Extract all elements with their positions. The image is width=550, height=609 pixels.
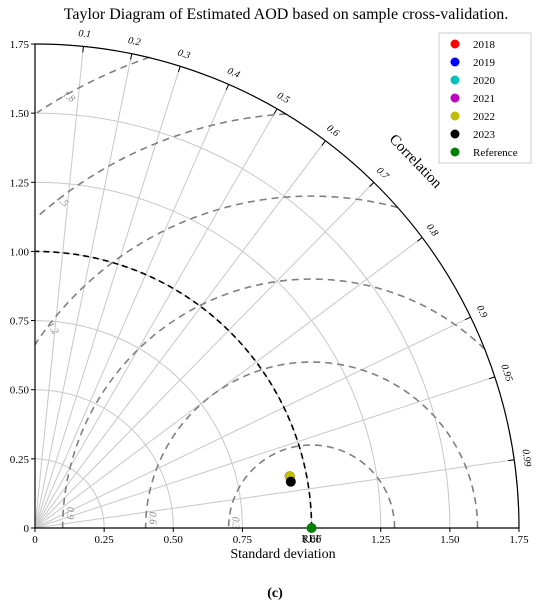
corr-grid-line-0 — [34, 46, 84, 529]
x-tick-label-0: 0 — [32, 534, 38, 546]
std-grid-arc-2 — [34, 389, 174, 529]
x-tick-label-7: 1.75 — [509, 534, 529, 546]
corr-tick-label-5: 0.6 — [324, 123, 341, 139]
rms-contour-2 — [61, 278, 486, 529]
rms-contour-3 — [34, 195, 398, 346]
corr-tick-mark-0 — [82, 46, 84, 53]
corr-grid-line-3 — [34, 84, 230, 529]
rms-label-5: 1.8 — [60, 89, 76, 105]
legend-label-2019: 2019 — [473, 57, 496, 69]
legend-label-2018: 2018 — [473, 39, 496, 51]
rms-contour-0 — [227, 444, 396, 528]
rms-label-4: 1.5 — [54, 193, 71, 210]
x-tick-label-2: 0.50 — [164, 534, 184, 546]
y-tick-label-7: 1.75 — [10, 39, 30, 51]
ref-label: REF — [301, 533, 321, 545]
corr-grid-line-7 — [34, 237, 423, 529]
legend-marker-2022 — [450, 111, 460, 121]
corr-tick-label-4: 0.5 — [275, 90, 291, 106]
corr-grid-line-10 — [34, 459, 515, 529]
y-tick-label-1: 0.25 — [10, 454, 30, 466]
legend-marker-2019 — [450, 57, 460, 67]
y-tick-label-4: 1.00 — [10, 246, 30, 258]
corr-grid-line-9 — [34, 376, 495, 529]
std-grid-arc-5 — [34, 181, 382, 529]
corr-tick-mark-2 — [177, 66, 181, 73]
x-tick-label-3: 0.75 — [233, 534, 253, 546]
legend: 2018 2019 2020 2021 2022 2023 Reference — [438, 32, 532, 164]
figure-caption: (c) — [267, 586, 283, 601]
x-axis-label: Standard deviation — [230, 547, 335, 562]
x-tick-label-5: 1.25 — [371, 534, 391, 546]
rms-label-0: 0.3 — [229, 517, 240, 530]
legend-label-2021: 2021 — [473, 93, 495, 105]
correlation-axis-label: Correlation — [386, 131, 445, 192]
y-tick-label-6: 1.50 — [10, 108, 30, 120]
corr-tick-mark-1 — [130, 53, 133, 60]
rms-contour-5 — [36, 56, 150, 114]
legend-marker-2023 — [450, 129, 460, 139]
legend-marker-2020 — [450, 75, 460, 85]
corr-tick-mark-8 — [464, 316, 471, 321]
corr-grid-line-5 — [34, 140, 326, 529]
y-tick-label-3: 0.75 — [10, 316, 30, 328]
y-tick-label-0: 0 — [24, 523, 30, 535]
legend-marker-2018 — [450, 39, 460, 49]
corr-grid-line-2 — [34, 66, 181, 529]
rms-contour-1 — [144, 361, 479, 528]
corr-tick-label-8: 0.9 — [474, 304, 489, 320]
x-tick-label-4: 1.00 — [302, 534, 322, 546]
legend-label-2023: 2023 — [473, 129, 496, 141]
std-grid-arc-3 — [34, 320, 243, 529]
std-grid-arc-6 — [34, 112, 451, 529]
legend-marker-2021 — [450, 93, 460, 103]
chart-title: Taylor Diagram of Estimated AOD based on… — [64, 6, 509, 23]
rms-label-1: 0.6 — [147, 512, 158, 525]
corr-tick-mark-6 — [369, 182, 375, 187]
legend-marker-reference — [450, 147, 460, 157]
corr-tick-mark-10 — [508, 459, 515, 462]
corr-tick-label-7: 0.8 — [424, 222, 440, 239]
corr-grid-line-4 — [34, 108, 278, 529]
corr-grid-line-6 — [34, 182, 375, 529]
corr-tick-label-3: 0.4 — [226, 66, 242, 81]
corr-grid-line-1 — [34, 53, 133, 529]
x-tick-label-1: 0.25 — [95, 534, 115, 546]
legend-label-reference: Reference — [473, 147, 518, 159]
corr-tick-mark-4 — [273, 108, 278, 115]
x-tick-label-6: 1.50 — [440, 534, 460, 546]
corr-tick-label-9: 0.95 — [498, 363, 514, 383]
corr-tick-mark-7 — [417, 237, 423, 242]
corr-tick-label-1: 0.2 — [127, 35, 141, 48]
corr-tick-mark-3 — [225, 84, 230, 91]
point-reference — [306, 523, 317, 533]
rms-label-2: 0.9 — [64, 507, 75, 520]
point-2023 — [285, 476, 296, 487]
reference-std-arc — [34, 250, 313, 529]
corr-tick-mark-9 — [488, 376, 495, 380]
rms-label-3: 1.2 — [44, 320, 60, 336]
corr-tick-label-10: 0.99 — [520, 449, 533, 468]
legend-label-2020: 2020 — [473, 75, 496, 87]
corr-tick-label-2: 0.3 — [176, 48, 191, 62]
rms-contour-4 — [36, 113, 287, 218]
corr-grid-line-8 — [34, 316, 471, 529]
corr-tick-label-0: 0.1 — [78, 28, 92, 40]
outer-arc — [34, 43, 520, 529]
y-tick-label-2: 0.50 — [10, 385, 30, 397]
corr-tick-label-6: 0.7 — [374, 165, 391, 182]
y-tick-label-5: 1.25 — [10, 177, 30, 189]
std-grid-arc-4 — [34, 250, 313, 529]
legend-label-2022: 2022 — [473, 111, 495, 123]
corr-tick-mark-5 — [321, 140, 326, 146]
